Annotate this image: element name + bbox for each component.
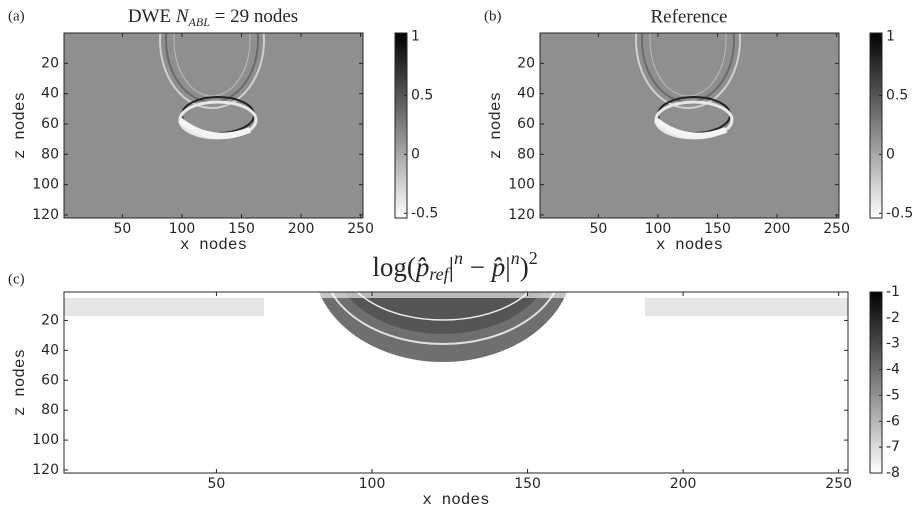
x-tick-label: 250 [347,221,374,237]
y-axis-label: z nodes [487,92,505,159]
field-image [64,33,363,218]
y-tick-label: 100 [32,177,59,193]
y-tick-label: 40 [41,342,59,358]
y-tick-label: 80 [41,146,59,162]
x-tick-label: 150 [228,221,255,237]
axes-frame [63,291,849,474]
title-part: 2 [529,248,538,268]
title-part: DWE [128,6,176,27]
panel-title: DWE NABL = 29 nodes [128,6,298,28]
y-tick-label: 20 [517,55,535,71]
title-part: − [463,252,492,282]
field-image [540,33,839,218]
y-tick-label: 60 [517,116,535,132]
x-axis-label: x nodes [422,491,489,509]
y-tick-label: 60 [41,372,59,388]
y-tick-label: 100 [32,432,59,448]
colorbar-tick-label: -7 [886,439,900,455]
x-axis-label: x nodes [656,236,723,254]
x-tick-label: 200 [764,221,791,237]
x-tick-label: 250 [823,221,850,237]
colorbar-tick-label: -6 [886,413,900,429]
y-tick-label: 20 [41,55,59,71]
y-tick-label: 120 [508,207,535,223]
title-part: | [449,252,454,282]
title-part: p̂ [490,252,506,282]
y-tick-label: 20 [41,312,59,328]
colorbar-tick-label: 0.5 [886,87,908,103]
title-part: p̂ [414,252,430,282]
colorbar [394,32,408,219]
x-tick-label: 150 [514,476,541,492]
x-tick-label: 200 [288,221,315,237]
panel-title: log(p̂ref|n − p̂|n)2 [372,248,537,284]
panel-label: (c) [8,271,25,287]
panel-label: (a) [8,8,25,24]
title-part: ABL [188,15,211,29]
x-axis-label: x nodes [180,236,247,254]
colorbar-tick-label: 1 [886,29,895,45]
title-part: ) [520,252,529,282]
y-axis-label: z nodes [11,92,29,159]
colorbar-tick-label: -0.5 [886,205,913,221]
x-tick-label: 150 [704,221,731,237]
colorbar-tick-label: -1 [886,284,900,300]
title-part: | [505,252,510,282]
colorbar-tick-label: 1 [411,29,420,45]
colorbar-tick-label: -5 [886,387,900,403]
y-tick-label: 60 [41,116,59,132]
colorbar-tick-label: -0.5 [411,205,438,221]
y-tick-label: 100 [508,177,535,193]
colorbar-tick-label: -4 [886,362,900,378]
y-tick-label: 120 [32,207,59,223]
panel-title: Reference [651,6,728,27]
x-tick-label: 50 [113,221,131,237]
y-axis-label: z nodes [11,349,29,416]
colorbar [869,32,883,219]
axes-frame [63,32,364,219]
title-part: ref [429,264,451,284]
title-part: N [175,6,190,27]
x-tick-label: 50 [589,221,607,237]
colorbar-tick-label: -2 [886,310,900,326]
title-part: n [454,248,463,268]
panel-label: (b) [484,8,502,24]
x-tick-label: 200 [670,476,697,492]
title-part: n [511,248,520,268]
x-tick-label: 100 [645,221,672,237]
field-image [64,292,848,473]
y-tick-label: 120 [32,462,59,478]
colorbar-tick-label: 0.5 [411,87,433,103]
colorbar [869,291,883,474]
title-part: = 29 nodes [210,6,298,27]
colorbar-tick-label: 0 [411,146,420,162]
x-tick-label: 250 [825,476,852,492]
colorbar-tick-label: 0 [886,146,895,162]
y-tick-label: 80 [41,402,59,418]
x-tick-label: 100 [169,221,196,237]
colorbar-tick-label: -3 [886,336,900,352]
y-tick-label: 80 [517,146,535,162]
x-tick-label: 100 [359,476,386,492]
colorbar-tick-label: -8 [886,465,900,481]
title-part: log( [372,252,416,282]
axes-frame [539,32,840,219]
y-tick-label: 40 [41,86,59,102]
y-tick-label: 40 [517,86,535,102]
x-tick-label: 50 [208,476,226,492]
